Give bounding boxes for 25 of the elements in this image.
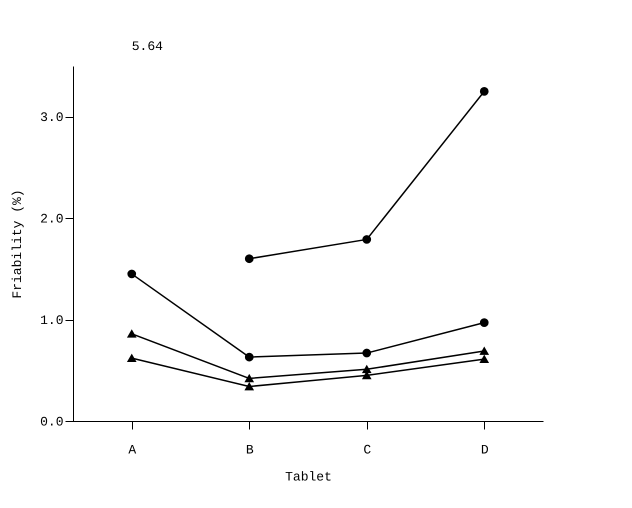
point [244, 254, 254, 264]
y-tick-label: 1.0 [40, 313, 64, 328]
point [480, 318, 489, 327]
x-tick-label: D [480, 442, 489, 458]
point [244, 374, 254, 382]
y-tick-label: 0.0 [40, 414, 64, 430]
point [480, 347, 489, 355]
x-tick-label: B [246, 442, 254, 458]
y-tick-label: 2.0 [40, 212, 64, 227]
point [127, 354, 136, 362]
point [362, 235, 372, 244]
point [362, 365, 372, 374]
point [362, 348, 372, 358]
y-tick-label: 3.0 [40, 110, 64, 126]
y-axis-title: Friability (%) [10, 189, 26, 299]
x-tick-label: A [128, 442, 136, 458]
text: 5.64 [132, 39, 164, 54]
point [127, 270, 136, 278]
point [244, 352, 254, 362]
point [244, 382, 254, 390]
x-axis-title: Tablet [285, 470, 332, 484]
point [127, 330, 136, 338]
point [480, 355, 489, 363]
x-tick-label: C [363, 442, 372, 458]
point [480, 87, 489, 96]
